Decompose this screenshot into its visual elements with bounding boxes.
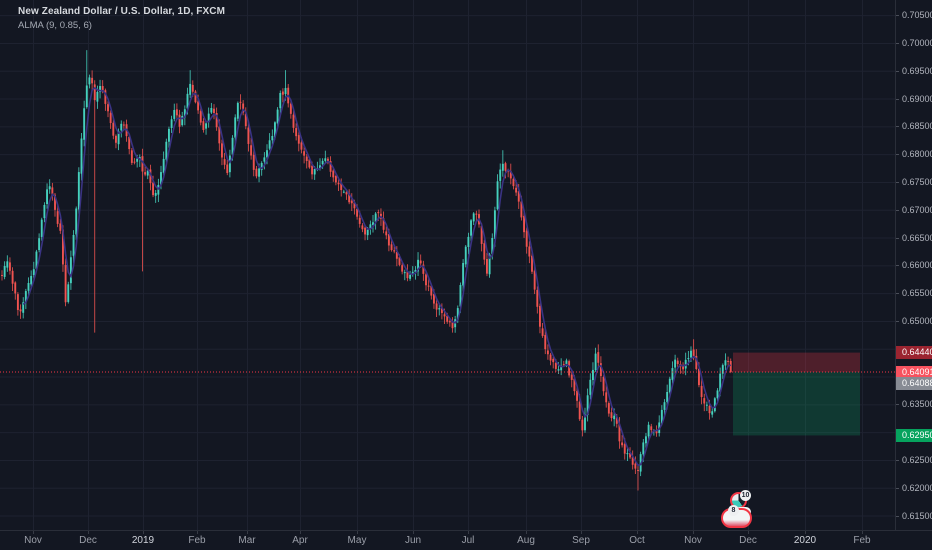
price-axis[interactable]: 0.70500 0.70000 0.69500 0.69000 0.68500 0.680… (895, 0, 932, 530)
time-tick-label: Sep (572, 535, 590, 546)
short-position-stop-zone[interactable] (733, 352, 860, 372)
time-tick-label: Oct (629, 535, 645, 546)
time-tick-label: Feb (853, 535, 871, 546)
indicator-label[interactable]: ALMA (9, 0.85, 6) (18, 20, 92, 31)
time-tick (143, 531, 144, 534)
time-tick (300, 531, 301, 534)
time-tick-label: Apr (292, 535, 308, 546)
time-tick-label: Dec (739, 535, 757, 546)
candlesticks (1, 50, 732, 491)
time-tick-label: Feb (188, 535, 206, 546)
time-tick (693, 531, 694, 534)
time-tick-label: Mar (238, 535, 256, 546)
price-tick-label: 0.66000 (896, 260, 932, 271)
alma-value-label[interactable]: 0.64088 (896, 376, 932, 390)
ideas-count-badge[interactable]: 10 (740, 490, 751, 501)
time-tick (637, 531, 638, 534)
time-tick (413, 531, 414, 534)
price-tick-label: 0.65000 (896, 316, 932, 327)
price-tick-label: 0.68500 (896, 121, 932, 132)
time-tick-label: May (347, 535, 367, 546)
current-price-label[interactable]: 0.64091 (896, 365, 932, 379)
time-tick (468, 531, 469, 534)
price-tick-label: 0.61500 (896, 511, 932, 522)
time-tick (581, 531, 582, 534)
time-tick-label: Nov (684, 535, 702, 546)
price-tick-label: 0.70000 (896, 38, 932, 49)
short-position-profit-zone[interactable] (733, 372, 860, 436)
time-tick (526, 531, 527, 534)
time-tick-label: 2020 (793, 535, 817, 546)
price-tick-label: 0.67500 (896, 177, 932, 188)
price-tick-label: 0.65500 (896, 288, 932, 299)
price-tick-label: 0.69000 (896, 94, 932, 105)
time-tick (805, 531, 806, 534)
stop-loss-price-label[interactable]: 0.64440 (896, 346, 932, 360)
time-axis[interactable]: Nov Dec 2019 Feb Mar Apr May Jun Jul Aug Sep Oct Nov… (0, 530, 932, 550)
time-tick (862, 531, 863, 534)
price-tick-label: 0.66500 (896, 233, 932, 244)
price-tick-label: 0.69500 (896, 66, 932, 77)
price-tick-label: 0.62000 (896, 483, 932, 494)
alma-indicator-line[interactable] (22, 86, 732, 467)
ideas-count-badge[interactable]: 8 (728, 505, 739, 516)
price-tick-label: 0.62500 (896, 455, 932, 466)
time-tick (357, 531, 358, 534)
chart-legend: New Zealand Dollar / U.S. Dollar, 1D, FX… (18, 6, 225, 31)
price-tick-label: 0.70500 (896, 10, 932, 21)
time-tick (33, 531, 34, 534)
time-tick-label: Jun (404, 535, 422, 546)
price-tick-label: 0.67000 (896, 205, 932, 216)
time-tick-label: Aug (517, 535, 535, 546)
take-profit-price-label[interactable]: 0.62950 (896, 428, 932, 442)
time-tick-label: 2019 (131, 535, 155, 546)
time-tick-label: Dec (79, 535, 97, 546)
time-tick (247, 531, 248, 534)
price-tick-label: 0.63500 (896, 399, 932, 410)
price-tick-label: 0.68000 (896, 149, 932, 160)
symbol-title[interactable]: New Zealand Dollar / U.S. Dollar, 1D, FX… (18, 6, 226, 17)
time-tick (197, 531, 198, 534)
time-tick (748, 531, 749, 534)
time-tick (88, 531, 89, 534)
time-tick-label: Nov (24, 535, 42, 546)
time-tick-label: Jul (461, 535, 475, 546)
